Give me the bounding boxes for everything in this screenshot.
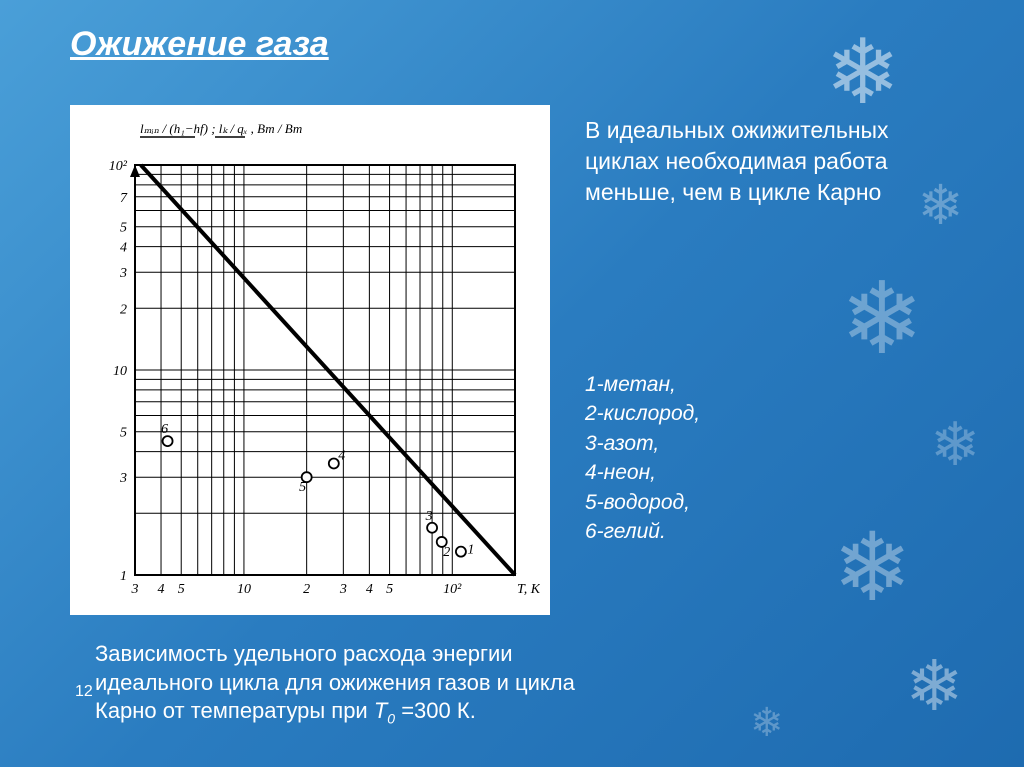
svg-text:4: 4 (338, 448, 345, 463)
svg-text:7: 7 (120, 191, 128, 206)
log-log-chart: 34510234510²T, K135102345710²lₘᵢₙ / (h₁−… (80, 115, 540, 605)
legend-item: 1-метан, (585, 370, 885, 399)
svg-text:4: 4 (120, 241, 127, 256)
legend-item: 5-водород, (585, 488, 885, 517)
svg-text:T, K: T, K (517, 582, 540, 597)
legend-item: 6-гелий. (585, 517, 885, 546)
svg-text:3: 3 (119, 266, 127, 281)
legend: 1-метан,2-кислород,3-азот,4-неон,5-водор… (585, 370, 885, 546)
caption-T: T (374, 698, 387, 723)
caption-sub: 0 (387, 711, 395, 727)
snowflake-icon: ❄ (905, 645, 964, 727)
svg-text:5: 5 (120, 221, 127, 236)
svg-text:5: 5 (120, 426, 127, 441)
svg-text:6: 6 (161, 422, 168, 437)
svg-text:5: 5 (386, 582, 393, 597)
svg-text:3: 3 (425, 509, 433, 524)
svg-text:5: 5 (178, 582, 185, 597)
caption-part-a: Зависимость удельного расхода энергии ид… (95, 641, 575, 723)
svg-text:10: 10 (237, 582, 251, 597)
page-number: 12 (75, 683, 93, 701)
snowflake-icon: ❄ (840, 260, 924, 377)
description-text: В идеальных ожижительных циклах необходи… (585, 115, 955, 208)
svg-text:1: 1 (120, 569, 127, 584)
legend-item: 3-азот, (585, 429, 885, 458)
legend-item: 2-кислород, (585, 399, 885, 428)
svg-text:3: 3 (339, 582, 347, 597)
svg-text:4: 4 (366, 582, 373, 597)
caption: Зависимость удельного расхода энергии ид… (95, 640, 635, 728)
svg-text:2: 2 (303, 582, 310, 597)
page-title: Ожижение газа (70, 25, 329, 64)
snowflake-icon: ❄ (825, 20, 900, 125)
svg-text:5: 5 (299, 480, 306, 495)
svg-text:lₘᵢₙ / (h₁−hf) ; lₖ / qₓ , В: lₘᵢₙ / (h₁−hf) ; lₖ / qₓ , Вт / Вт (140, 121, 302, 136)
svg-text:10: 10 (113, 364, 127, 379)
svg-text:4: 4 (158, 582, 165, 597)
svg-text:10²: 10² (109, 159, 128, 174)
svg-text:2: 2 (443, 545, 450, 560)
snowflake-icon: ❄ (750, 700, 784, 746)
svg-text:3: 3 (131, 582, 139, 597)
legend-item: 4-неон, (585, 458, 885, 487)
chart-container: 34510234510²T, K135102345710²lₘᵢₙ / (h₁−… (70, 105, 550, 615)
caption-part-b: =300 К. (395, 698, 476, 723)
svg-text:2: 2 (120, 302, 127, 317)
snowflake-icon: ❄ (930, 410, 980, 480)
svg-text:1: 1 (467, 543, 474, 558)
svg-text:3: 3 (119, 471, 127, 486)
svg-text:10²: 10² (443, 582, 462, 597)
